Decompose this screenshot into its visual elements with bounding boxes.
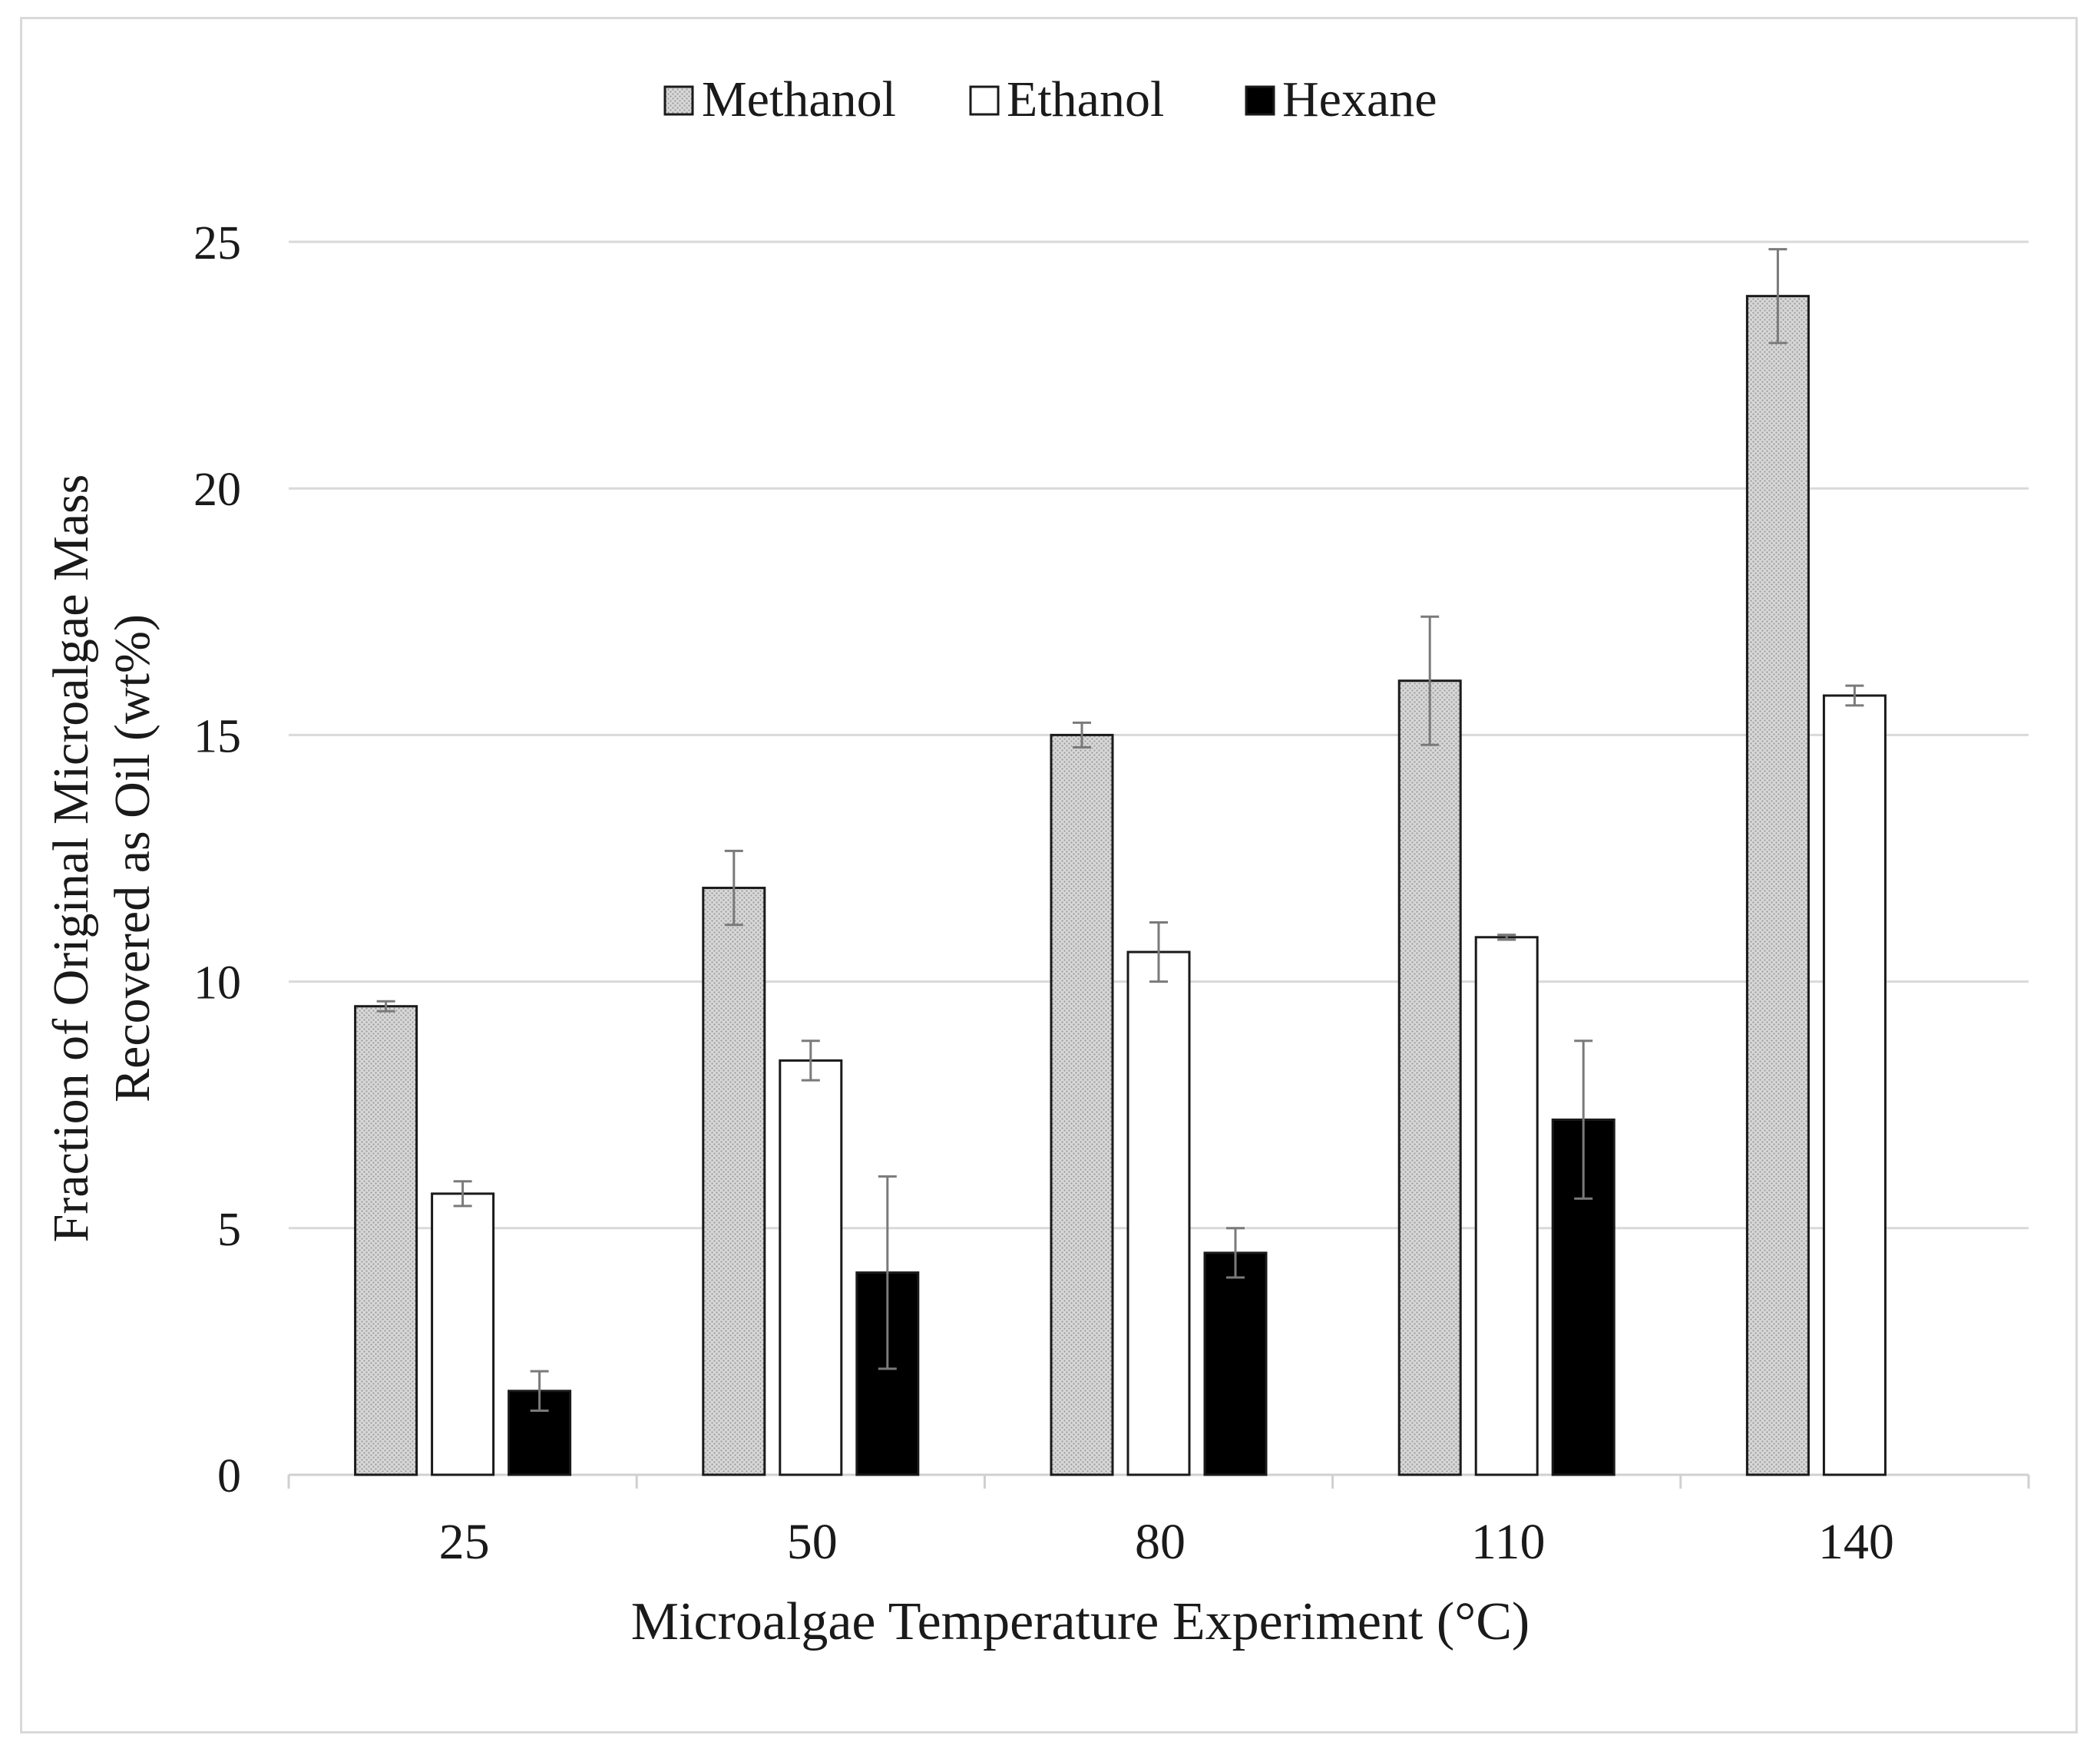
bar-ethanol: [779, 1059, 843, 1476]
gridlines: [289, 240, 2029, 1230]
x-tick-label: 110: [1471, 1514, 1546, 1570]
bar-methanol: [702, 887, 766, 1476]
y-tick-label: 0: [217, 1450, 241, 1502]
legend-item-ethanol: Ethanol: [969, 71, 1164, 127]
bar-ethanol: [1474, 936, 1539, 1476]
error-bar-methanol: [724, 849, 743, 927]
legend-swatch: [969, 85, 1000, 116]
error-bar-ethanol: [453, 1180, 472, 1208]
error-bar-hexane: [1574, 1039, 1593, 1200]
error-bar-hexane: [530, 1370, 549, 1412]
legend: Methanol Ethanol Hexane: [663, 71, 1437, 127]
x-tick-label: 80: [1135, 1514, 1186, 1570]
legend-item-hexane: Hexane: [1245, 71, 1437, 127]
error-bar-methanol: [376, 1000, 395, 1013]
y-tick-label: 25: [193, 217, 241, 269]
bar-methanol: [1745, 295, 1810, 1476]
error-bar-ethanol: [1497, 934, 1516, 941]
legend-label: Ethanol: [1007, 71, 1164, 127]
error-bar-hexane: [1226, 1227, 1245, 1279]
bars: [354, 295, 1887, 1476]
chart-frame: 0 5 10 15 20 25 25 50 80 110 140 Methanol Ethanol He…: [20, 17, 2078, 1734]
axes: 0 5 10 15 20 25 25 50 80 110 140: [193, 217, 2030, 1570]
legend-item-methanol: Methanol: [663, 71, 896, 127]
bar-methanol: [354, 1005, 418, 1476]
error-bar-methanol: [1768, 248, 1787, 345]
y-axis-title-line: Fraction of Original Microalgae Mass: [43, 474, 99, 1243]
x-tick-label: 50: [787, 1514, 838, 1570]
error-bar-ethanol: [1845, 684, 1864, 707]
legend-label: Methanol: [702, 71, 896, 127]
y-tick-label: 20: [193, 464, 241, 516]
y-tick-label: 5: [217, 1204, 241, 1256]
error-bar-ethanol: [801, 1039, 820, 1082]
x-tick-label: 140: [1818, 1514, 1894, 1570]
legend-swatch: [663, 85, 694, 116]
error-bar-methanol: [1073, 721, 1091, 749]
bar-ethanol: [1822, 694, 1887, 1476]
legend-label: Hexane: [1282, 71, 1437, 127]
x-axis-title: Microalgae Temperature Experiment (°C): [631, 1592, 1530, 1651]
error-bar-ethanol: [1149, 921, 1168, 983]
x-tick-label: 25: [439, 1514, 490, 1570]
bar-methanol: [1050, 733, 1114, 1476]
bar-ethanol: [1126, 950, 1191, 1476]
error-bar-hexane: [878, 1175, 897, 1370]
y-axis-title-line: Recovered as Oil (wt%): [104, 614, 160, 1102]
y-tick-label: 15: [193, 710, 241, 762]
bar-ethanol: [431, 1192, 495, 1476]
bar-hexane: [1203, 1251, 1268, 1476]
legend-swatch: [1245, 85, 1275, 116]
error-bars: [376, 248, 1864, 1412]
bar-chart: 0 5 10 15 20 25 25 50 80 110 140 Methanol Ethanol He…: [43, 71, 2030, 1651]
error-bar-methanol: [1420, 615, 1440, 746]
bar-methanol: [1397, 679, 1462, 1476]
y-axis-title: Fraction of Original Microalgae Mass Reco…: [43, 474, 160, 1243]
y-tick-label: 10: [193, 957, 241, 1010]
